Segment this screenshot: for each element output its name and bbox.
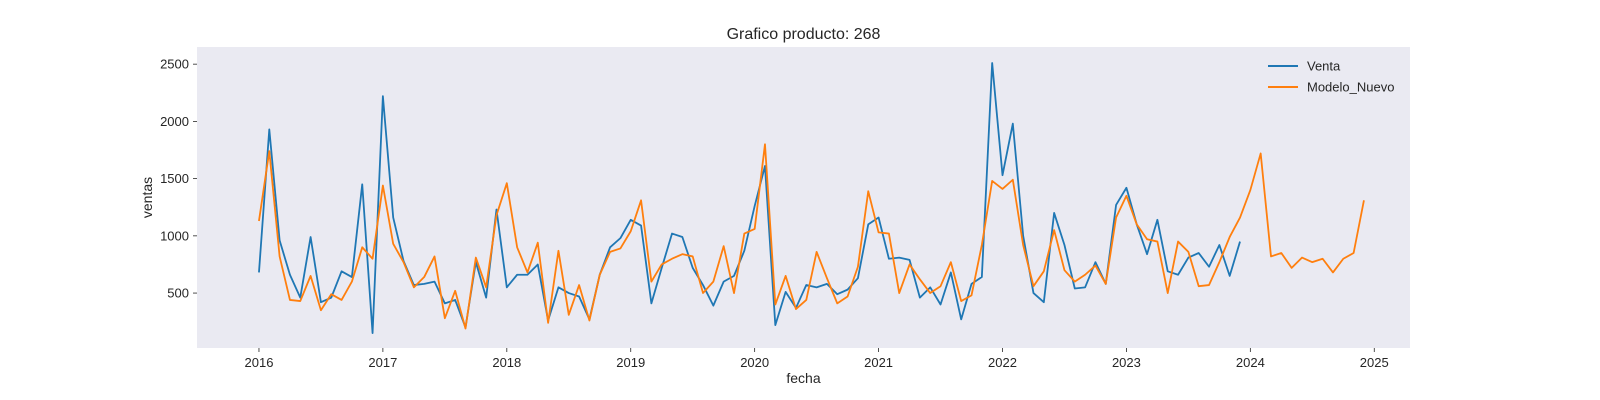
legend-label: Venta	[1307, 59, 1341, 74]
y-axis-label: ventas	[139, 177, 155, 218]
x-tick-label: 2023	[1112, 355, 1141, 370]
x-tick-label: 2020	[740, 355, 769, 370]
x-axis-label: fecha	[786, 370, 820, 386]
y-axis-ticks: 500 1000 1500 2000 2500	[160, 57, 197, 301]
y-tick-label: 2500	[160, 57, 189, 72]
y-tick-label: 500	[167, 286, 189, 301]
x-tick-label: 2022	[988, 355, 1017, 370]
series-layer	[258, 62, 1365, 335]
x-tick-label: 2016	[245, 355, 274, 370]
x-tick-label: 2019	[616, 355, 645, 370]
legend: Venta Modelo_Nuevo	[1268, 59, 1394, 95]
plot-background	[197, 47, 1410, 348]
y-tick-label: 1000	[160, 228, 189, 243]
x-tick-label: 2021	[864, 355, 893, 370]
y-tick-label: 2000	[160, 114, 189, 129]
chart-title: Grafico producto: 268	[727, 26, 881, 43]
x-tick-label: 2017	[368, 355, 397, 370]
x-tick-label: 2025	[1360, 355, 1389, 370]
x-tick-label: 2024	[1236, 355, 1265, 370]
legend-label: Modelo_Nuevo	[1307, 80, 1394, 95]
x-axis-ticks: 2016 2017 2018 2019 2020 2021 2022 2023 2024 2025	[245, 348, 1389, 370]
series-line-modelo-nuevo	[258, 143, 1365, 330]
series-line-venta	[258, 62, 1241, 335]
y-tick-label: 1500	[160, 171, 189, 186]
x-tick-label: 2018	[492, 355, 521, 370]
